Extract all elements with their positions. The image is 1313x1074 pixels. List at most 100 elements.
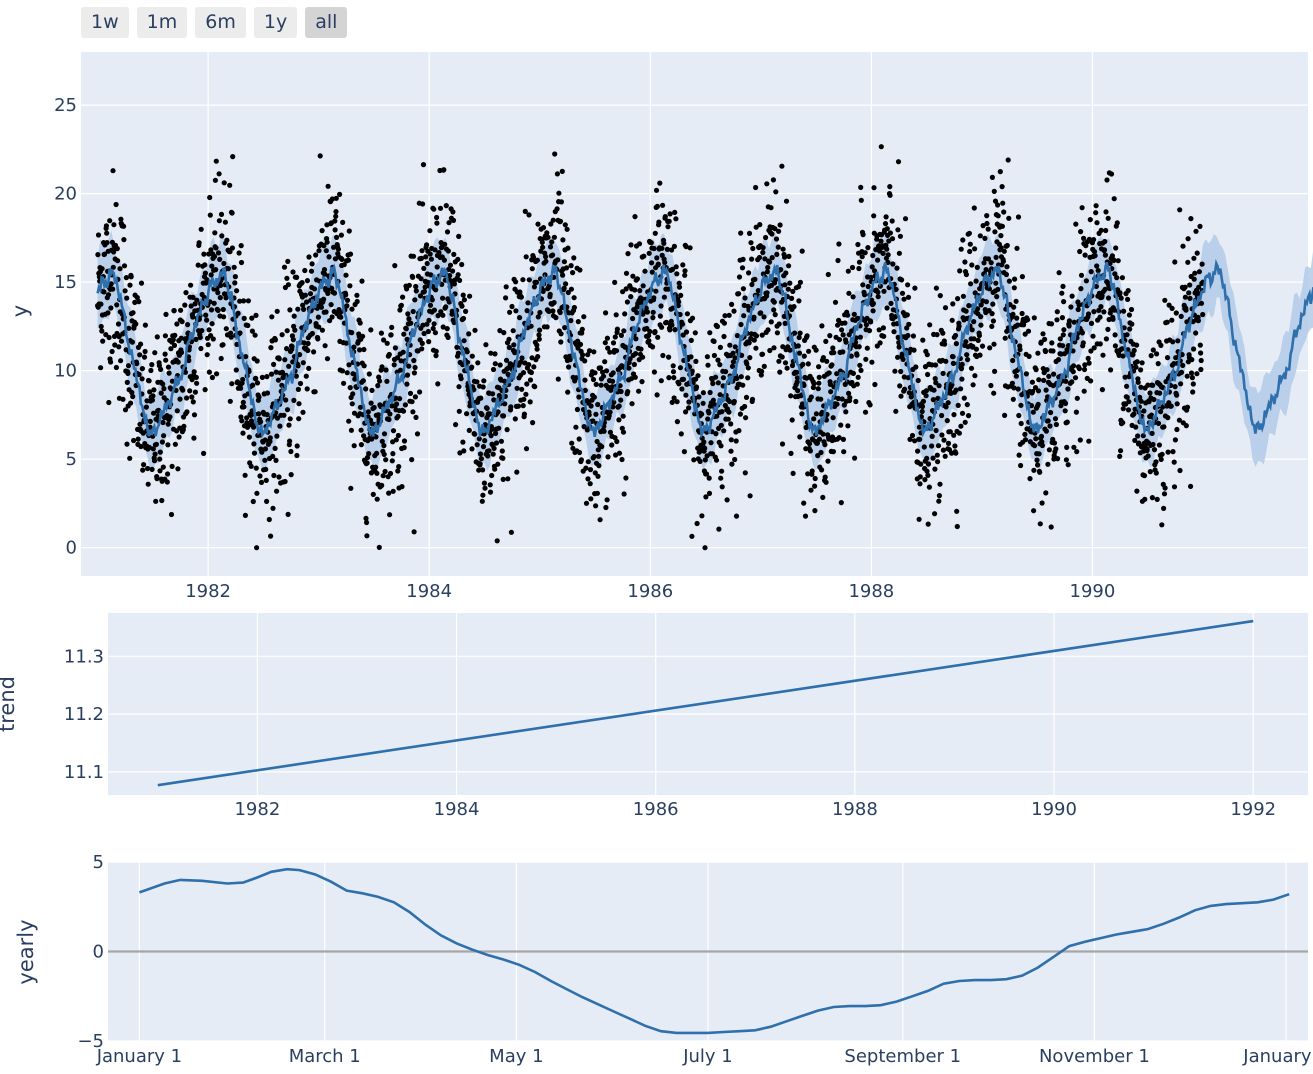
observed-point	[1125, 288, 1131, 294]
observed-point	[1081, 235, 1087, 241]
observed-point	[678, 431, 684, 437]
observed-point	[1138, 398, 1144, 404]
observed-point	[609, 442, 615, 448]
observed-point	[150, 446, 156, 452]
observed-point	[1036, 377, 1042, 383]
observed-point	[526, 362, 532, 368]
observed-point	[1081, 366, 1088, 373]
observed-point	[149, 397, 155, 403]
observed-point	[875, 294, 881, 300]
observed-point	[457, 277, 463, 283]
observed-point	[871, 213, 877, 219]
observed-point	[112, 342, 118, 348]
observed-point	[382, 468, 388, 475]
observed-point	[167, 414, 173, 420]
range-button-6m[interactable]: 6m	[195, 7, 246, 38]
observed-point	[1071, 444, 1077, 450]
observed-point	[737, 411, 744, 417]
observed-point	[838, 422, 844, 428]
observed-point	[1091, 237, 1097, 243]
observed-point	[1070, 369, 1076, 375]
observed-point	[897, 383, 903, 389]
observed-point	[324, 356, 331, 362]
observed-point	[185, 322, 191, 328]
observed-point	[1103, 209, 1109, 215]
yearly-y-tick-label: −5	[77, 1031, 104, 1052]
observed-point	[717, 344, 724, 350]
observed-point	[143, 404, 149, 410]
observed-point	[993, 280, 999, 286]
observed-point	[895, 354, 901, 360]
observed-point	[343, 340, 349, 346]
observed-point	[776, 358, 782, 364]
observed-point	[130, 310, 136, 316]
observed-point	[444, 229, 451, 235]
forecast-y-tick-label: 5	[66, 449, 77, 470]
observed-point	[612, 334, 618, 340]
observed-point	[836, 241, 842, 247]
observed-point	[421, 289, 427, 295]
observed-point	[188, 282, 194, 288]
observed-point	[110, 264, 116, 270]
observed-point	[630, 315, 636, 322]
observed-point	[1200, 311, 1206, 318]
observed-point	[1170, 339, 1176, 345]
observed-point	[1174, 401, 1180, 407]
observed-point	[1003, 271, 1010, 278]
observed-point	[699, 411, 705, 417]
range-button-all[interactable]: all	[305, 7, 348, 38]
observed-point	[162, 333, 168, 339]
observed-point	[669, 247, 675, 253]
observed-point	[1174, 426, 1180, 433]
observed-point	[974, 264, 980, 270]
observed-point	[378, 330, 384, 336]
observed-point	[501, 330, 507, 336]
observed-point	[1014, 315, 1020, 321]
observed-point	[1027, 476, 1033, 482]
observed-point	[222, 219, 228, 225]
observed-point	[1105, 326, 1111, 332]
observed-point	[1011, 304, 1017, 310]
observed-point	[703, 494, 709, 500]
observed-point	[270, 453, 276, 459]
observed-point	[208, 272, 214, 278]
observed-point	[281, 264, 288, 270]
observed-point	[551, 234, 558, 240]
observed-point	[795, 343, 801, 349]
range-button-1m[interactable]: 1m	[136, 7, 188, 38]
observed-point	[870, 252, 876, 259]
observed-point	[772, 277, 779, 283]
observed-point	[379, 438, 385, 444]
range-button-1y[interactable]: 1y	[253, 7, 298, 38]
observed-point	[161, 386, 167, 392]
observed-point	[1135, 433, 1141, 439]
observed-point	[139, 376, 145, 382]
observed-point	[692, 330, 698, 336]
observed-point	[272, 337, 278, 343]
observed-point	[1064, 444, 1070, 450]
observed-point	[984, 213, 990, 219]
observed-point	[123, 275, 129, 281]
observed-point	[806, 348, 812, 354]
observed-point	[460, 439, 466, 445]
observed-point	[786, 263, 792, 269]
observed-point	[262, 446, 268, 452]
observed-point	[195, 262, 201, 268]
observed-point	[1186, 290, 1192, 296]
observed-point	[1111, 307, 1118, 313]
observed-point	[592, 370, 598, 376]
observed-point	[1088, 269, 1094, 275]
observed-point	[449, 308, 455, 314]
observed-point	[646, 338, 652, 344]
observed-point	[1091, 249, 1098, 255]
observed-point	[887, 192, 893, 198]
observed-point	[963, 308, 969, 314]
observed-point	[114, 246, 120, 252]
observed-point	[121, 263, 128, 269]
observed-point	[995, 286, 1001, 292]
observed-point	[251, 450, 258, 456]
observed-point	[800, 361, 806, 367]
observed-point	[952, 332, 959, 339]
observed-point	[157, 468, 163, 474]
range-button-1w[interactable]: 1w	[81, 7, 129, 38]
